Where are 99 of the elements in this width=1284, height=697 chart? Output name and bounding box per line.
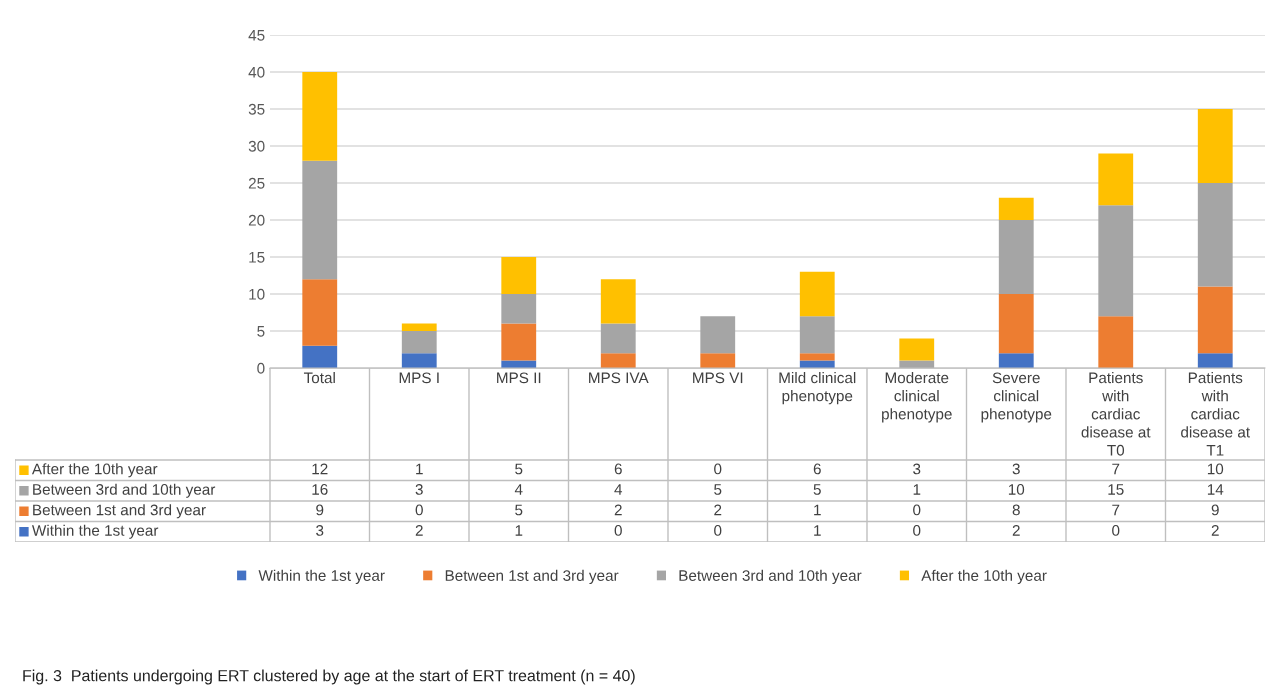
data-label: 3: [415, 484, 423, 495]
y-tick-label: 15: [249, 252, 265, 263]
data-label: 5: [714, 484, 722, 495]
data-label: 8: [1012, 504, 1020, 516]
bar: [302, 345, 338, 368]
y-tick-label: 10: [249, 288, 265, 300]
bar: [998, 197, 1034, 220]
bar: [700, 353, 736, 368]
text: Between 3rd and 10th year: [679, 569, 862, 584]
y-tick-label: 25: [248, 177, 265, 189]
y-tick-label: 20: [248, 214, 265, 226]
data-label: 1: [814, 525, 821, 536]
data-label: 4: [514, 484, 523, 495]
x-tick-label: Moderate clinical phenotype: [882, 372, 952, 423]
bar: [700, 316, 736, 354]
bar: [302, 72, 338, 161]
data-label: 2: [714, 504, 722, 516]
bar: [600, 323, 636, 354]
data-label: 7: [1112, 463, 1120, 475]
bar: [501, 257, 537, 294]
data-label: 4: [614, 484, 623, 495]
bar: [998, 353, 1034, 368]
bar: [1197, 353, 1233, 368]
data-label: 7: [1112, 504, 1120, 516]
x-tick-label: MPS VI: [693, 372, 743, 384]
data-label: 0: [714, 525, 722, 536]
bar: [401, 331, 437, 354]
data-label: 3: [316, 525, 324, 536]
bar: [401, 323, 437, 331]
bar: [799, 353, 835, 361]
y-tick-label: 35: [248, 103, 265, 115]
data-label: 5: [515, 504, 523, 516]
data-label: 9: [1211, 504, 1219, 516]
bar: [501, 323, 537, 361]
bar: [1197, 109, 1233, 183]
bar: [1197, 183, 1233, 287]
bar: [302, 279, 338, 346]
data-label: 3: [1012, 463, 1020, 475]
data-label: 16: [312, 484, 328, 495]
text: Between 1st and 3rd year: [445, 569, 619, 584]
bar: [899, 338, 935, 361]
bar: [302, 160, 338, 280]
bar: [998, 220, 1034, 294]
data-label: 10: [1207, 463, 1224, 475]
x-tick-label: Severe clinical phenotype: [981, 372, 1052, 423]
legend-label: After the 10th year: [31, 463, 158, 478]
bar: [1098, 153, 1134, 206]
legend-label: Between 1st and 3rd year: [33, 504, 206, 519]
data-label: 15: [1108, 484, 1124, 495]
x-tick-label: MPS I: [399, 372, 439, 384]
data-label: 2: [1012, 525, 1020, 536]
bar: [799, 316, 835, 354]
text: After the 10th year: [921, 569, 1047, 584]
data-label: 12: [312, 463, 328, 475]
data-label: 0: [614, 525, 622, 536]
data-label: 0: [1112, 525, 1120, 536]
data-label: 6: [813, 463, 821, 475]
bar: [799, 271, 835, 317]
y-tick-label: 45: [248, 30, 265, 41]
data-label: 1: [416, 463, 423, 475]
data-label: 0: [415, 504, 423, 516]
data-label: 10: [1008, 484, 1025, 495]
y-tick-label: 0: [257, 362, 265, 374]
bar: [998, 294, 1034, 354]
data-label: 1: [913, 484, 921, 495]
data-label: 9: [316, 504, 324, 516]
data-label: 0: [913, 525, 921, 536]
y-tick-label: 5: [257, 326, 265, 337]
y-tick-label: 30: [248, 140, 265, 152]
y-tick-label: 40: [248, 66, 265, 78]
legend-label: Within the 1st year: [258, 569, 385, 584]
bar: [1098, 205, 1134, 317]
bar: [501, 294, 537, 324]
caption: Fig. 3 Patients undergoing ERT clustered by age at the start of ERT treatment (n = 40): [23, 669, 635, 685]
x-tick-label: MPS II: [497, 372, 541, 384]
x-tick-label: Patients with cardiac disease at T0: [1081, 372, 1151, 456]
bar: [401, 353, 437, 368]
data-label: 2: [1211, 525, 1219, 536]
data-label: 2: [415, 525, 423, 536]
data-label: 0: [913, 504, 921, 516]
bar: [1197, 286, 1233, 354]
data-label: 2: [614, 504, 622, 516]
data-label: 3: [913, 463, 921, 475]
bar: [600, 353, 636, 368]
bar: [600, 279, 636, 324]
data-label: 6: [614, 463, 622, 475]
data-label: 0: [714, 463, 722, 475]
x-tick-label: Mild clinical phenotype: [779, 372, 856, 405]
text: Within the 1st year: [31, 524, 159, 539]
x-tick-label: Patients with cardiac disease at T1: [1181, 372, 1250, 456]
legend-label: Between 3rd and 10th year: [33, 483, 216, 498]
data-label: 1: [814, 504, 821, 516]
data-label: 1: [515, 525, 523, 536]
data-label: 5: [515, 463, 523, 475]
data-label: 14: [1207, 484, 1224, 495]
data-label: 5: [813, 484, 821, 495]
bar: [1098, 316, 1134, 368]
x-tick-label: Total: [303, 372, 335, 384]
x-tick-label: MPS IVA: [589, 372, 649, 384]
